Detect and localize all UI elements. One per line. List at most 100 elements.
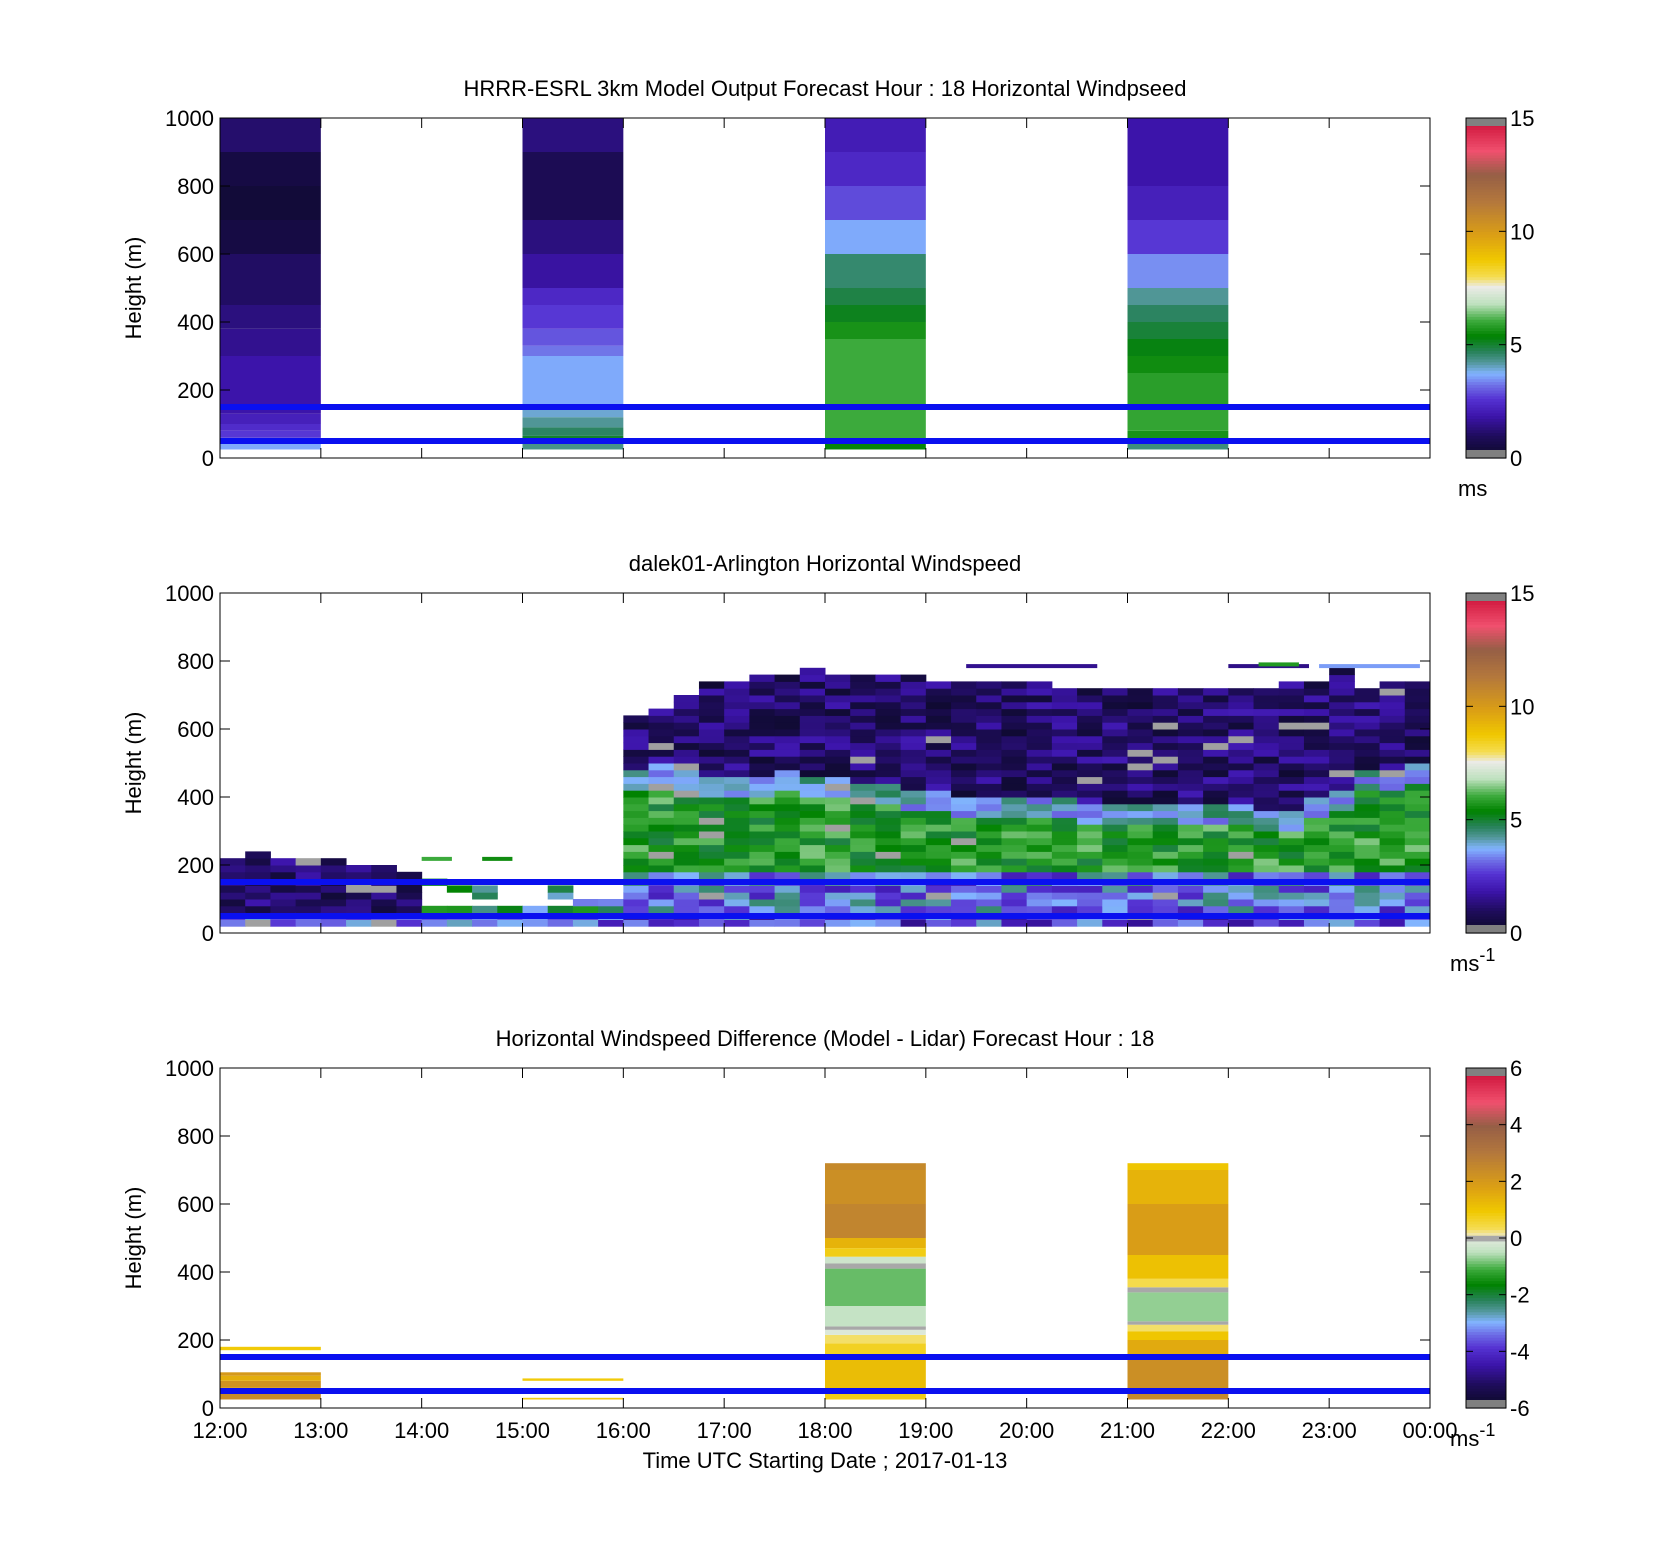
colorbar-unit-superscript: -1 [1479, 1420, 1495, 1440]
heatmap-cell [1152, 919, 1179, 927]
colorbar-swatch [1466, 1266, 1506, 1270]
colorbar-swatch [1466, 407, 1506, 411]
heatmap-cell [1404, 715, 1430, 723]
heatmap-cell [1077, 729, 1103, 737]
colorbar-swatch [1466, 757, 1506, 761]
colorbar-swatch [1466, 867, 1506, 872]
heatmap-cell [1303, 749, 1330, 757]
heatmap-cell [623, 831, 650, 839]
heatmap-cell [875, 681, 902, 689]
heatmap-cell [1228, 790, 1255, 798]
heatmap-cell [749, 790, 776, 798]
heatmap-cell [1127, 783, 1154, 791]
colorbar-swatch [1466, 1226, 1506, 1231]
colorbar-swatch [1466, 618, 1506, 622]
heatmap-cell [1152, 722, 1179, 730]
heatmap-cell [1379, 749, 1406, 757]
heatmap-cell [1379, 681, 1406, 689]
x-tick-label: 22:00 [1201, 1418, 1256, 1443]
heatmap-cell [648, 790, 675, 798]
heatmap-cell [774, 865, 801, 873]
heatmap-cell [220, 430, 321, 438]
colorbar-swatch [1466, 1289, 1506, 1293]
heatmap-cell [623, 742, 650, 750]
heatmap-cell [875, 763, 902, 771]
heatmap-cell [774, 831, 801, 839]
heatmap-cell [1278, 858, 1305, 866]
heatmap-cell [951, 865, 977, 873]
heatmap-cell [295, 899, 322, 907]
heatmap-cell [1278, 722, 1305, 730]
heatmap-cell [1177, 729, 1204, 737]
heatmap-cell [547, 892, 574, 900]
heatmap-cell [925, 810, 952, 818]
colorbar-swatch [1466, 333, 1506, 337]
heatmap-cell [220, 328, 321, 356]
colorbar-tick-label: 0 [1510, 1226, 1522, 1251]
heatmap-cell [1077, 715, 1103, 723]
heatmap-cell [648, 858, 675, 866]
colorbar-swatch [1466, 723, 1506, 727]
heatmap-cell [1026, 905, 1053, 914]
heatmap-cell [825, 1334, 926, 1344]
heatmap-cell [1051, 817, 1078, 825]
heatmap-cell [850, 735, 876, 744]
heatmap-cell [1228, 905, 1255, 914]
heatmap-cell [900, 708, 927, 716]
heatmap-cell [925, 742, 952, 750]
heatmap-cell [1203, 790, 1229, 798]
heatmap-cell [1102, 695, 1128, 703]
heatmap-cell [648, 729, 675, 737]
heatmap-cell [1253, 715, 1280, 723]
heatmap-cell [1177, 892, 1204, 900]
heatmap-cell [799, 688, 826, 696]
colorbar-swatch [1466, 833, 1506, 838]
heatmap-cell [1001, 885, 1028, 893]
colorbar-swatch [1466, 432, 1506, 436]
heatmap-cell [1228, 769, 1255, 778]
colorbar-swatch [1466, 706, 1506, 710]
heatmap-cell [698, 865, 725, 873]
heatmap-cell [1329, 722, 1355, 730]
colorbar-swatch [1466, 200, 1506, 204]
colorbar-swatch [1466, 652, 1506, 656]
colorbar-swatch [1466, 675, 1506, 679]
heatmap-cell [799, 681, 826, 689]
heatmap-cell [976, 776, 1002, 784]
heatmap-cell [875, 844, 902, 852]
heatmap-cell [1354, 722, 1381, 730]
heatmap-cell [900, 742, 927, 750]
heatmap-cell [1001, 865, 1028, 873]
heatmap-cell [1278, 763, 1305, 771]
heatmap-cell [270, 871, 297, 880]
heatmap-cell [1404, 817, 1430, 825]
colorbar-swatch [1466, 231, 1506, 235]
heatmap-cell [774, 776, 801, 784]
heatmap-cell [850, 797, 876, 805]
heatmap-cell [951, 681, 977, 689]
colorbar-swatch [1466, 689, 1506, 693]
colorbar-swatch [1466, 828, 1506, 832]
heatmap-cell [850, 871, 876, 880]
heatmap-cell [749, 905, 776, 914]
heatmap-cell [976, 695, 1002, 703]
heatmap-cell [1001, 803, 1028, 812]
colorbar-swatch [1466, 913, 1506, 917]
heatmap-cell [900, 865, 927, 873]
heatmap-cell [1278, 885, 1305, 893]
heatmap-cell [1001, 892, 1028, 900]
heatmap-cell [825, 817, 851, 825]
colorbar-swatch [1466, 1374, 1506, 1378]
heatmap-cell [1102, 797, 1128, 805]
heatmap-cell [825, 1170, 926, 1204]
heatmap-cell [1051, 919, 1078, 927]
colorbar-swatch [1466, 166, 1506, 170]
heatmap-cell [774, 708, 801, 716]
x-tick-label: 17:00 [697, 1418, 752, 1443]
heatmap-cell [1329, 831, 1355, 839]
heatmap-cell [446, 905, 473, 914]
heatmap-cell [1127, 1278, 1229, 1288]
heatmap-cell [220, 865, 246, 873]
heatmap-cell [1278, 797, 1305, 805]
heatmap-cell [648, 871, 675, 880]
